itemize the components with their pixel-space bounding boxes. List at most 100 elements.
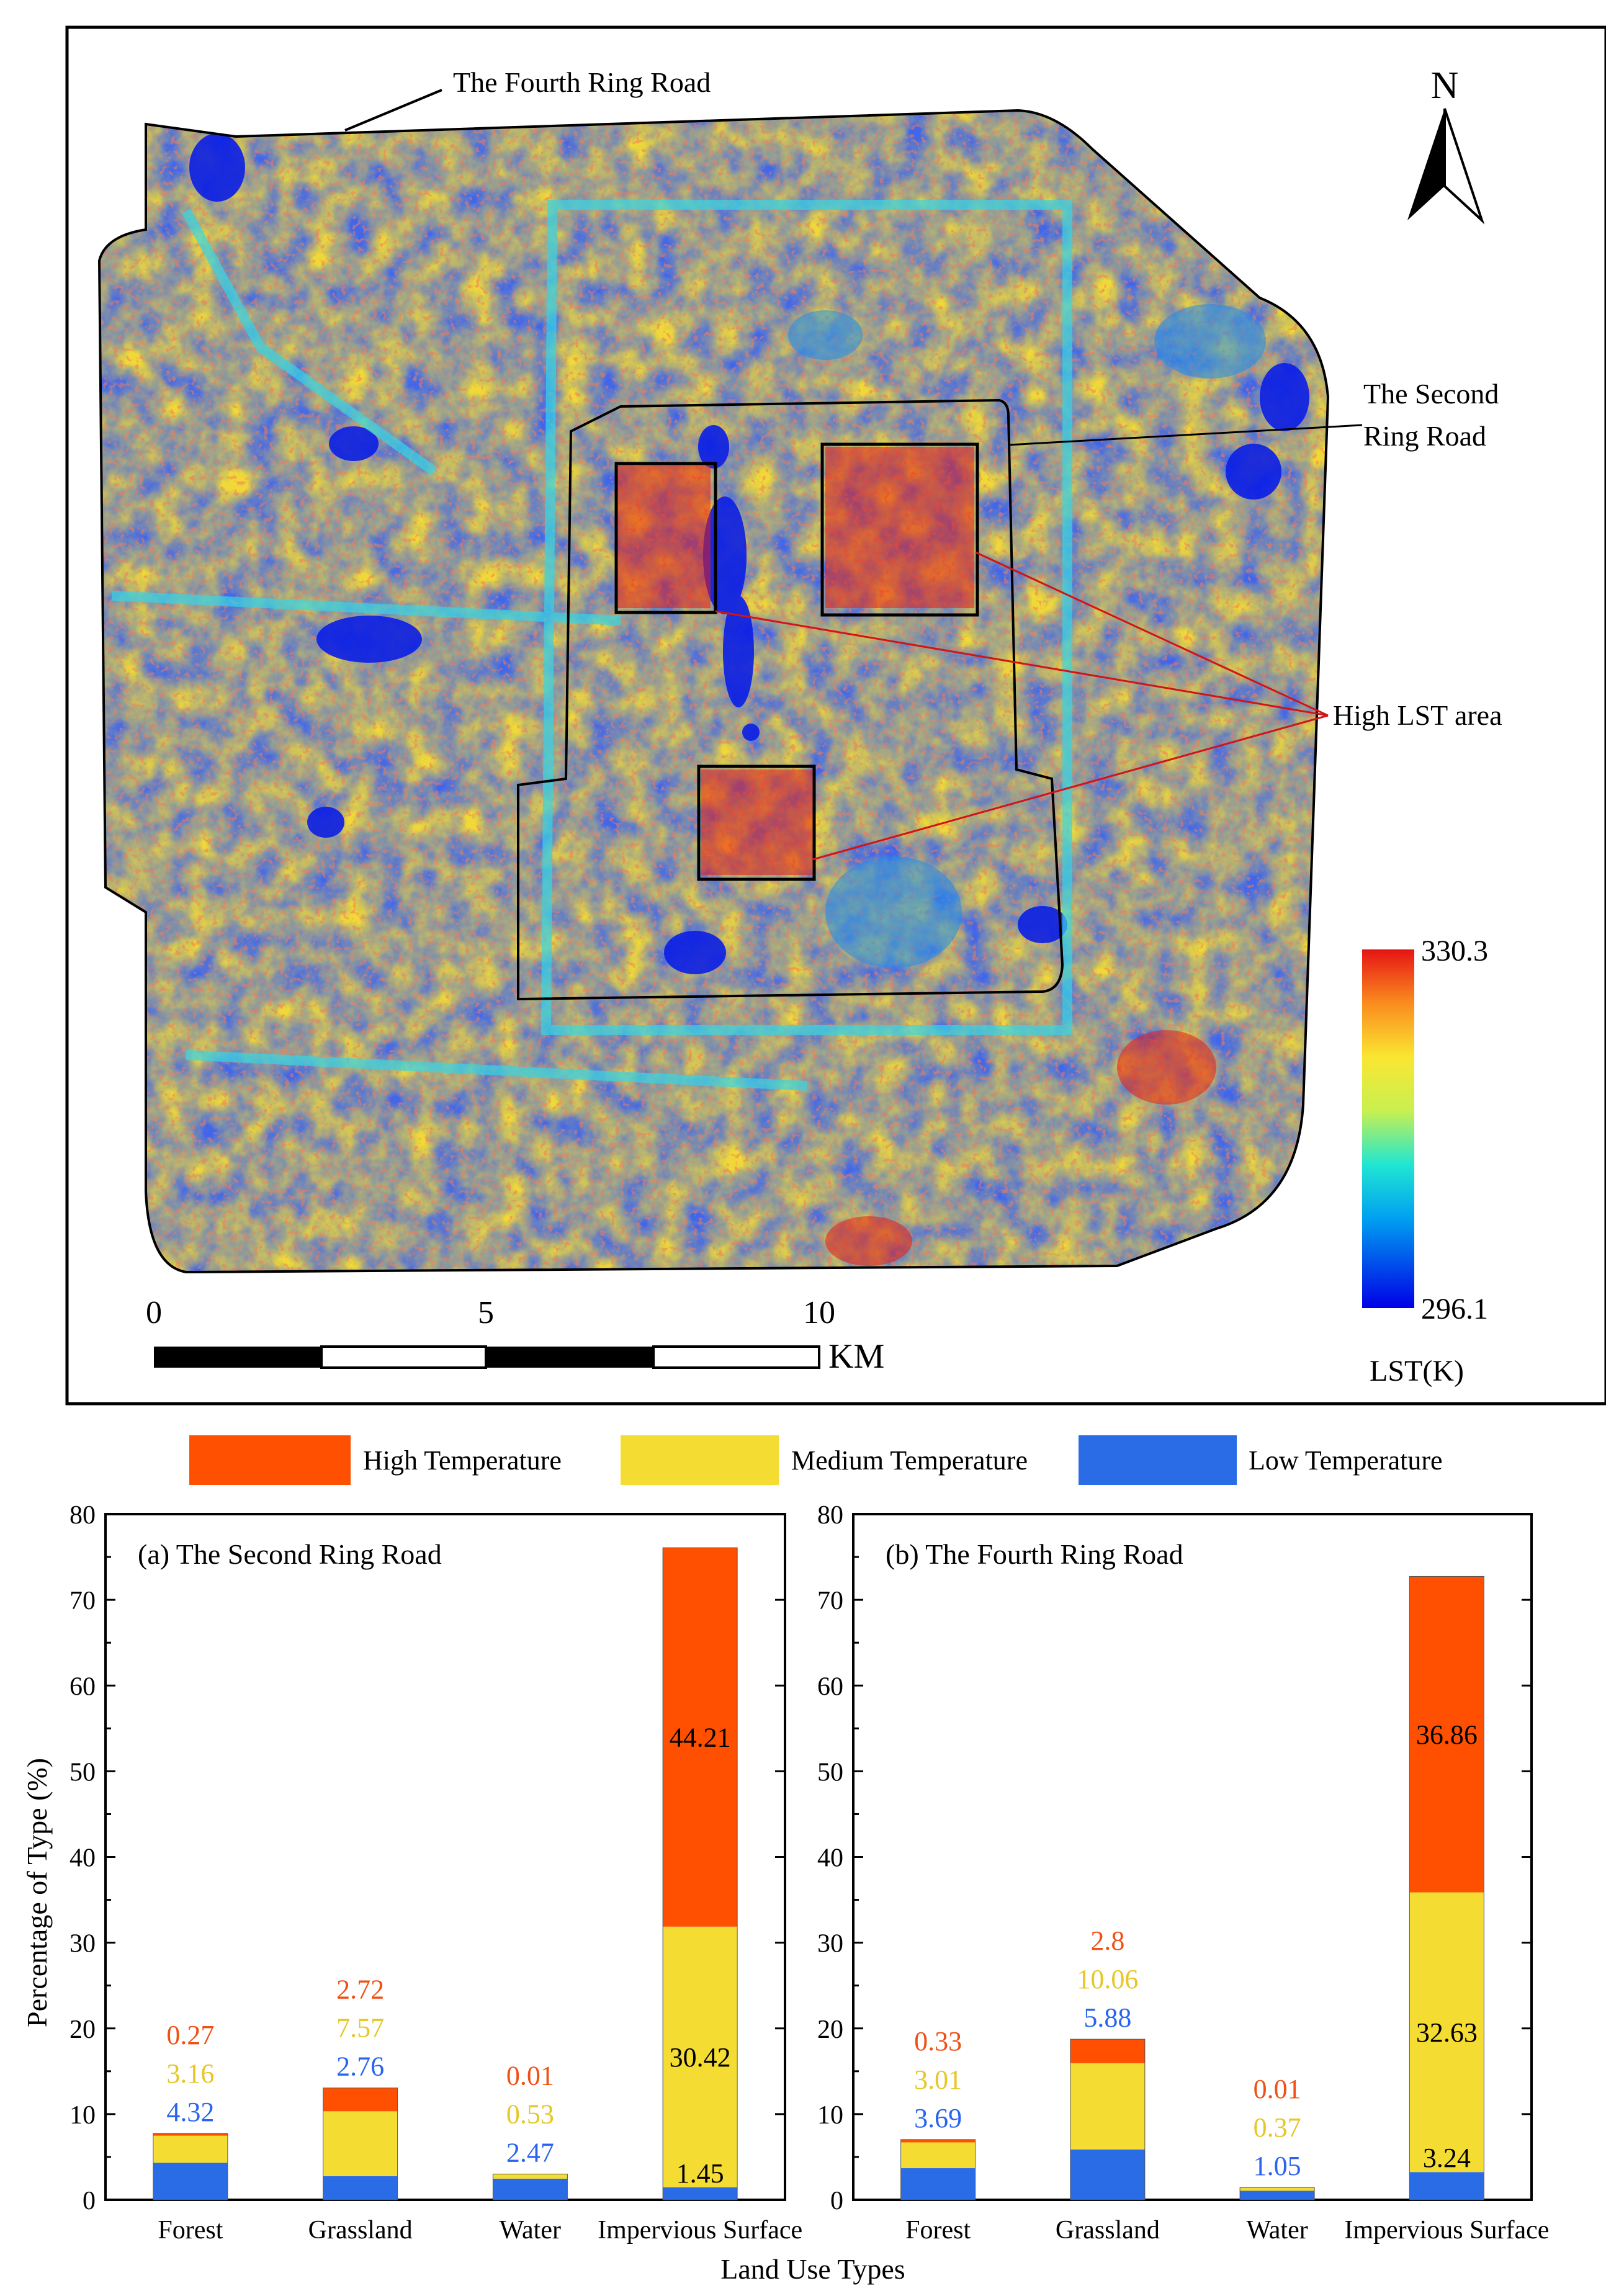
- data-label-water-high-temperature: 0.01: [506, 2060, 554, 2091]
- north-arrow: N: [1407, 65, 1485, 225]
- north-label: N: [1431, 65, 1459, 107]
- x-tick-label-water: Water: [500, 2216, 561, 2244]
- y-tick-label: 20: [817, 2016, 843, 2044]
- high-lst-leaders: [715, 551, 1329, 861]
- legend-label-medium: Medium Temperature: [791, 1445, 1028, 1476]
- legend: High Temperature Medium Temperature Low …: [189, 1435, 1443, 1485]
- legend-label-low: Low Temperature: [1249, 1445, 1443, 1476]
- data-label-forest-high-temperature: 0.33: [914, 2026, 962, 2056]
- bar-impervious-surface-low-temperature: [663, 2187, 738, 2200]
- hot-zones: [617, 447, 1216, 1266]
- scale-unit: KM: [828, 1337, 884, 1376]
- bar-forest-high-temperature: [900, 2139, 976, 2143]
- bar-impervious-surface-medium-temperature: [1409, 1892, 1484, 2173]
- high-lst-boxes: [614, 442, 979, 881]
- data-label-impervious-surface-medium-temperature: 30.42: [670, 2042, 731, 2073]
- y-tick-label: 80: [70, 1501, 96, 1530]
- bar-outline-water: [1239, 2187, 1315, 2200]
- data-label-impervious-surface-low-temperature: 3.24: [1423, 2143, 1471, 2173]
- y-tick-label: 10: [817, 2101, 843, 2130]
- data-label-grassland-low-temperature: 2.76: [336, 2052, 384, 2082]
- bar-outline-water: [492, 2173, 568, 2200]
- data-label-water-medium-temperature: 0.37: [1254, 2112, 1301, 2143]
- lst-map: [99, 110, 1328, 1272]
- scale-tick-10: 10: [803, 1295, 835, 1330]
- bar-impervious-surface-high-temperature: [1409, 1576, 1484, 1893]
- bar-forest-low-temperature: [153, 2163, 228, 2200]
- x-tick-label-impervious-surface: Impervious Surface: [598, 2216, 802, 2244]
- y-tick-label: 70: [70, 1587, 96, 1615]
- bar-grassland-low-temperature: [323, 2176, 398, 2200]
- y-tick-label: 60: [817, 1672, 843, 1701]
- bar-forest-medium-temperature: [900, 2142, 976, 2169]
- scale-bar: 0 5 10 KM: [146, 1295, 884, 1376]
- chart-second-ring: 0 10 20 30 40 50 60 70 80 (a) The Second Ring Roa…: [70, 1501, 802, 2244]
- second-ring-leader: [1008, 424, 1363, 446]
- data-label-grassland-high-temperature: 2.72: [336, 1975, 384, 2005]
- data-label-grassland-high-temperature: 2.8: [1090, 1926, 1124, 1956]
- bar-outline-grassland: [323, 2087, 398, 2200]
- y-tick-label: 0: [830, 2187, 843, 2215]
- y-tick-label: 10: [70, 2101, 96, 2130]
- second-ring-outline: [517, 398, 1064, 1001]
- bar-outline-forest: [153, 2133, 228, 2200]
- y-tick-label: 40: [817, 1844, 843, 1873]
- y-axis-title: Percentage of Type (%): [21, 1758, 53, 2027]
- chart-title: (b) The Fourth Ring Road: [886, 1538, 1183, 1570]
- data-label-forest-low-temperature: 4.32: [166, 2097, 214, 2127]
- data-label-forest-medium-temperature: 3.01: [914, 2065, 962, 2095]
- data-label-impervious-surface-low-temperature: 1.45: [676, 2158, 724, 2189]
- bar-grassland-high-temperature: [323, 2087, 398, 2112]
- legend-swatch-medium: [621, 1435, 779, 1485]
- x-tick-label-impervious-surface: Impervious Surface: [1344, 2216, 1549, 2244]
- cool-zones: [788, 304, 1266, 968]
- data-label-impervious-surface-high-temperature: 36.86: [1416, 1720, 1478, 1750]
- bar-grassland-high-temperature: [1070, 2039, 1145, 2063]
- bar-water-low-temperature: [1240, 2191, 1315, 2200]
- colorbar-max: 330.3: [1421, 935, 1488, 967]
- bar-grassland-medium-temperature: [1070, 2063, 1145, 2150]
- y-tick-label: 30: [817, 1930, 843, 1958]
- chart-title: (a) The Second Ring Road: [138, 1538, 442, 1570]
- y-tick-label: 70: [817, 1587, 843, 1615]
- y-tick-label: 30: [70, 1930, 96, 1958]
- legend-swatch-low: [1079, 1435, 1237, 1485]
- colorbar-title: LST(K): [1370, 1355, 1464, 1388]
- data-label-impervious-surface-high-temperature: 44.21: [670, 1722, 731, 1752]
- data-label-grassland-medium-temperature: 7.57: [336, 2013, 384, 2043]
- bar-grassland-low-temperature: [1070, 2149, 1145, 2200]
- bar-impervious-surface-high-temperature: [663, 1548, 738, 1927]
- chart-fourth-ring: 0 10 20 30 40 50 60 70 80 (b) The Fourth Ring Roa…: [817, 1501, 1549, 2244]
- bar-outline-grassland: [1070, 2038, 1146, 2200]
- data-label-grassland-medium-temperature: 10.06: [1077, 1964, 1138, 1994]
- colorbar-min: 296.1: [1421, 1293, 1488, 1325]
- north-arrow-icon: [1407, 109, 1445, 220]
- legend-label-high: High Temperature: [363, 1445, 562, 1476]
- x-tick-label-forest: Forest: [905, 2216, 971, 2244]
- data-label-forest-medium-temperature: 3.16: [166, 2058, 214, 2089]
- data-label-forest-high-temperature: 0.27: [166, 2020, 214, 2050]
- bar-impervious-surface-low-temperature: [1409, 2172, 1484, 2200]
- y-tick-label: 20: [70, 2016, 96, 2044]
- x-tick-label-forest: Forest: [158, 2216, 223, 2244]
- label-second-ring-1: The Second: [1363, 378, 1499, 410]
- x-tick-label-grassland: Grassland: [1056, 2216, 1160, 2244]
- bar-outline-forest: [900, 2139, 976, 2200]
- data-label-water-low-temperature: 2.47: [506, 2137, 554, 2168]
- y-tick-label: 60: [70, 1672, 96, 1701]
- data-label-water-low-temperature: 1.05: [1254, 2151, 1301, 2181]
- bar-forest-low-temperature: [900, 2168, 976, 2200]
- data-label-grassland-low-temperature: 5.88: [1083, 2002, 1131, 2033]
- bar-outline-impervious-surface: [662, 1547, 738, 2200]
- lst-colorbar: 330.3 296.1 LST(K): [1362, 935, 1488, 1388]
- x-axis-title: Land Use Types: [720, 2253, 905, 2285]
- cool-roads: [111, 200, 1072, 1091]
- bar-water-medium-temperature: [1240, 2187, 1315, 2191]
- label-second-ring-2: Ring Road: [1363, 420, 1486, 452]
- x-tick-label-water: Water: [1247, 2216, 1308, 2244]
- scale-tick-0: 0: [146, 1295, 162, 1330]
- label-fourth-ring: The Fourth Ring Road: [453, 66, 711, 98]
- scale-tick-5: 5: [478, 1295, 494, 1330]
- bar-forest-high-temperature: [153, 2133, 228, 2136]
